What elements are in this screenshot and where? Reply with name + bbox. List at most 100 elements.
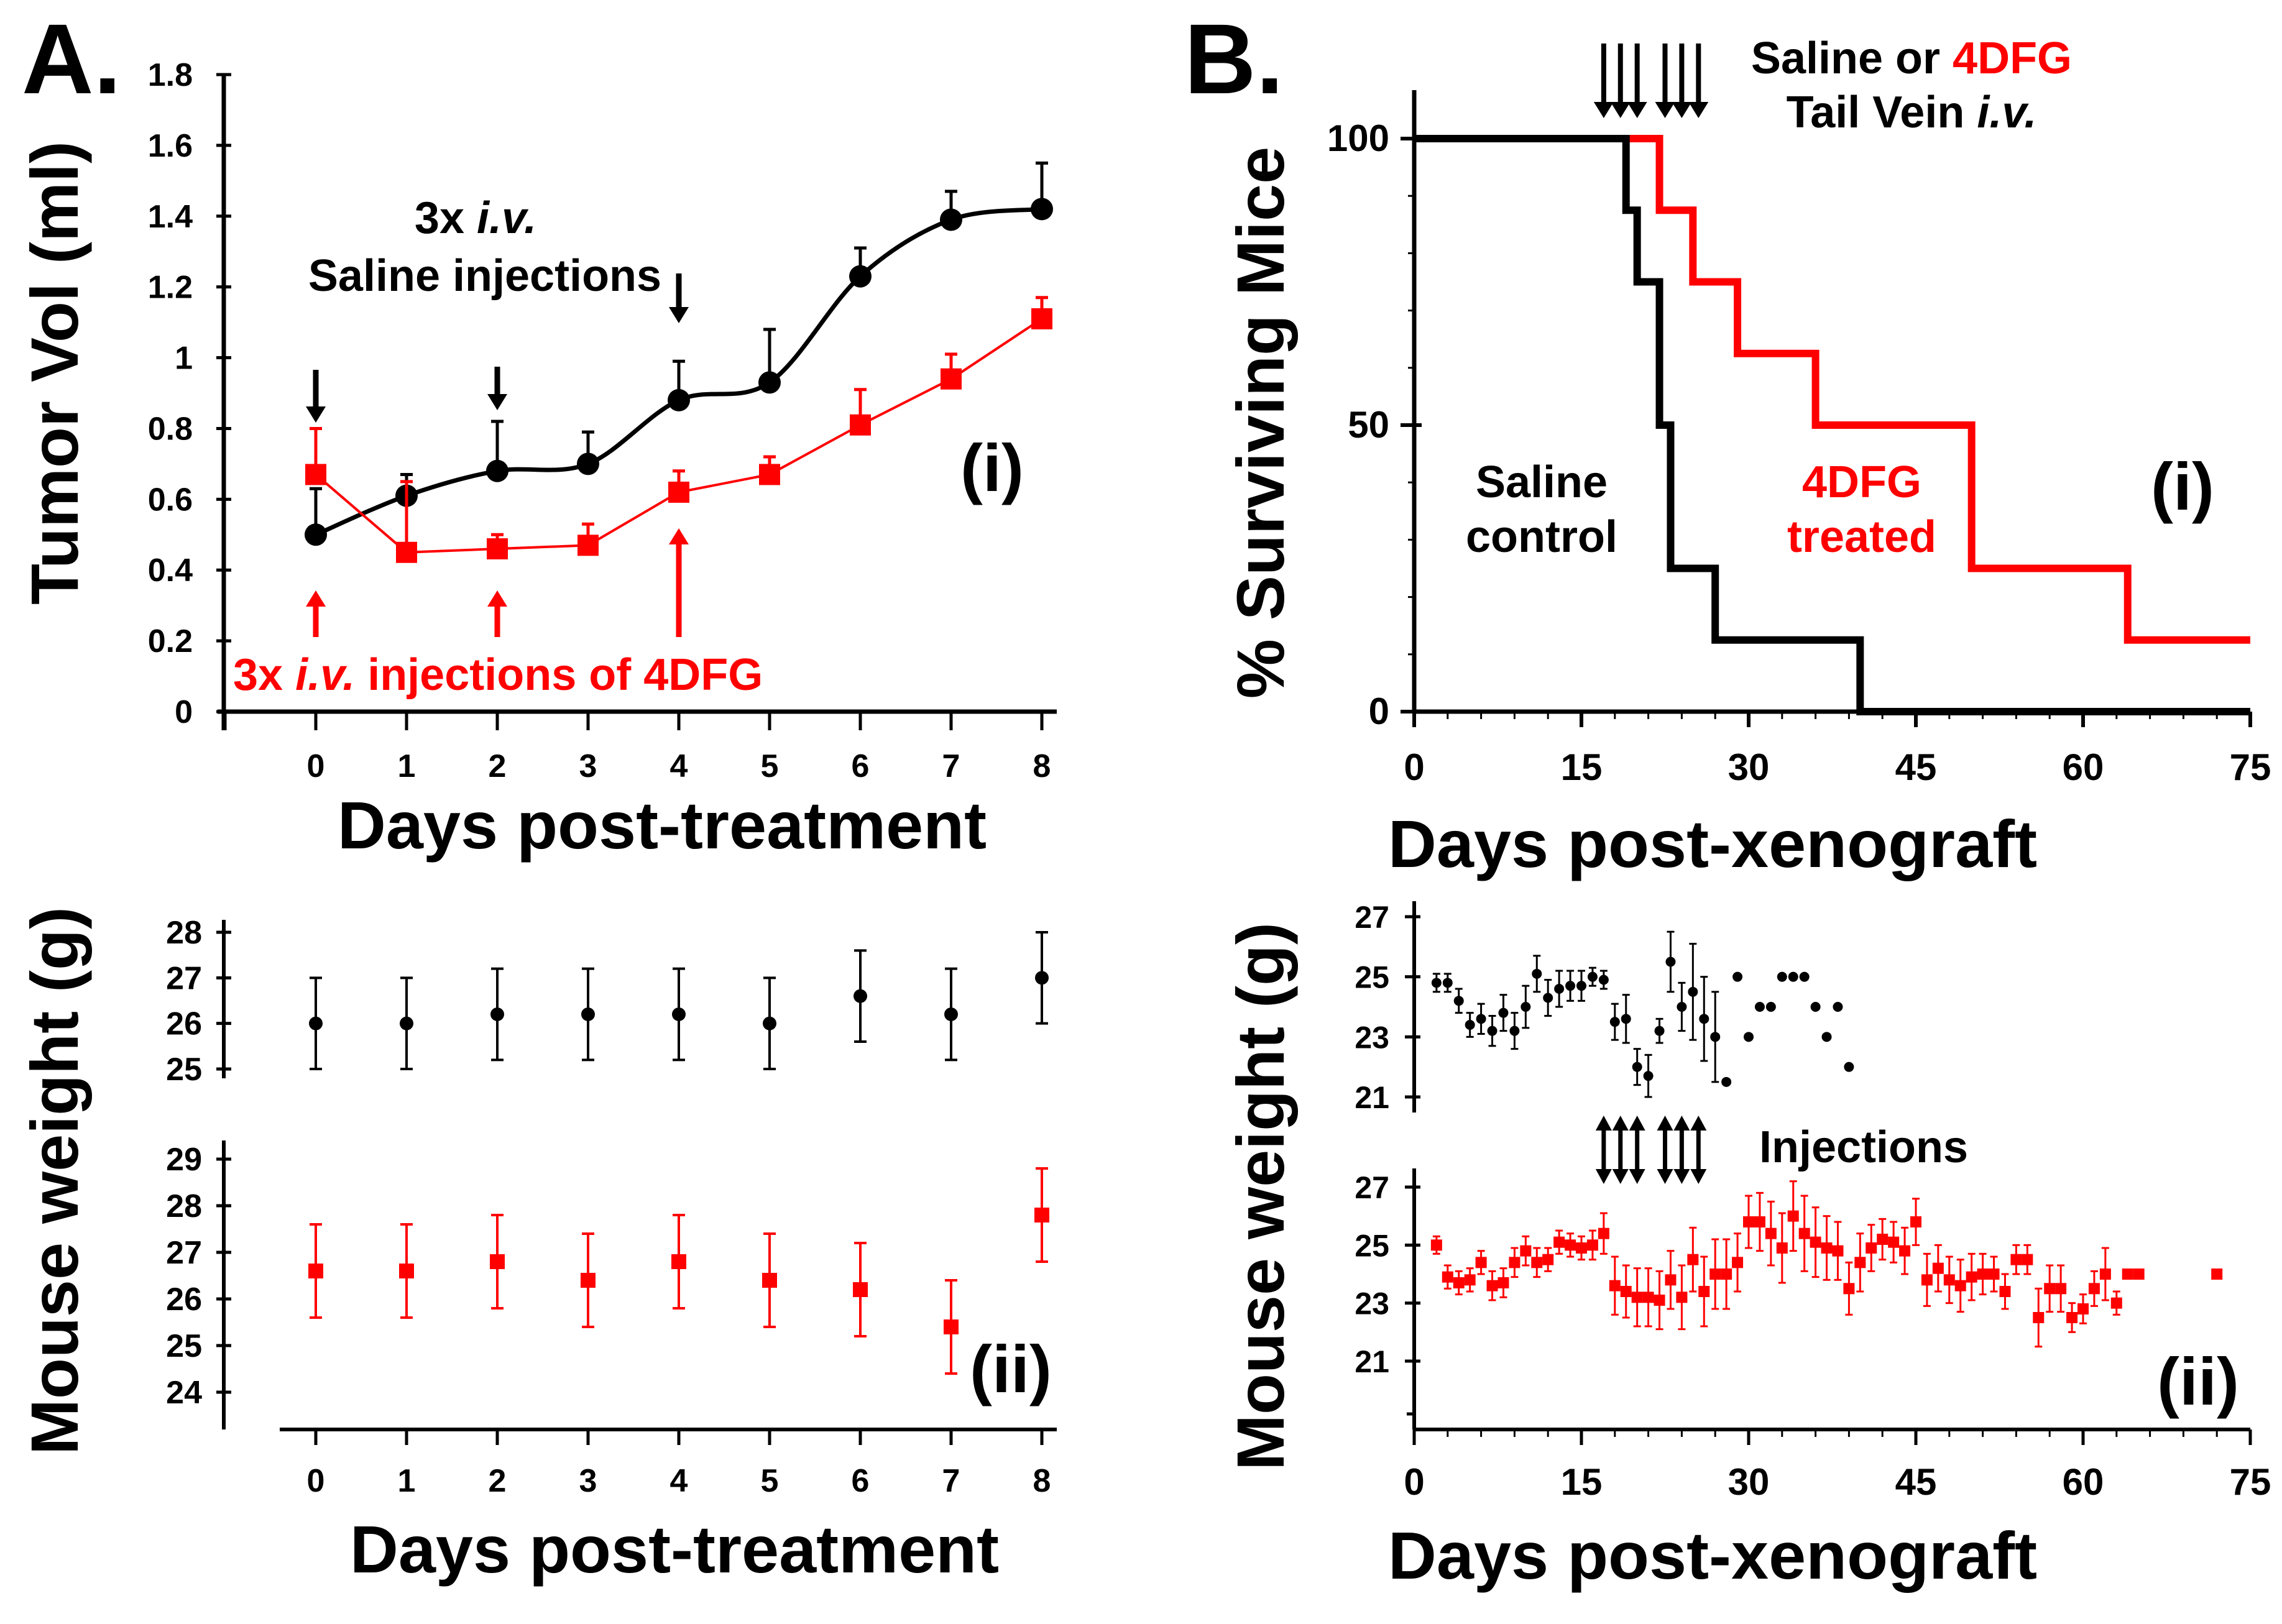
b-i-injection-arrow [1655, 44, 1675, 118]
b-ii-drug-point [1798, 1227, 1810, 1239]
panel-label-a: A. [22, 3, 121, 114]
b-i-injection-arrow [1688, 44, 1709, 118]
b-ii-drug-point [1999, 1286, 2011, 1297]
b-i-injection-arrow-head [1593, 102, 1614, 118]
a-ii-top-y-tick-label: 26 [166, 1006, 202, 1042]
b-ii-injection-arrow-head-up [1595, 1116, 1612, 1131]
b-i-injection-arrow [1672, 44, 1692, 118]
b-ii-panel-tag: (ii) [2157, 1344, 2239, 1419]
b-ii-drug-point [1765, 1227, 1777, 1239]
b-i-y-tick-label: 50 [1348, 404, 1389, 446]
a-ii-bottom-y-tick-label: 28 [166, 1188, 202, 1224]
b-ii-drug-point [2211, 1268, 2223, 1280]
b-i-x-tick-label: 45 [1895, 746, 1937, 788]
a-i-saline-point [1031, 198, 1053, 221]
a-i-saline-injection-arrow [487, 367, 507, 410]
a-i-drug-injection-arrow [306, 590, 326, 637]
b-ii-saline-point [1509, 1025, 1520, 1036]
b-ii-x-tick-label: 0 [1404, 1461, 1424, 1503]
b-i-drug-survival-curve [1414, 135, 2250, 644]
b-i-x-tick-label: 30 [1728, 746, 1770, 788]
b-ii-saline-point [1632, 1062, 1642, 1072]
b-ii-saline-point [1476, 1014, 1486, 1024]
b-ii-injection-arrow-head-down [1595, 1169, 1612, 1184]
b-i-saline-label-1: Saline [1476, 457, 1608, 507]
b-ii-drug-point [1509, 1257, 1521, 1268]
a-i-drug-injection-arrow-head [487, 590, 507, 607]
b-ii-bottom-y-tick-label: 25 [1355, 1228, 1389, 1263]
b-ii-saline-point [1710, 1032, 1721, 1042]
a-i-drug-injection-arrow-head [306, 590, 326, 607]
b-i-x-tick-label: 75 [2230, 746, 2271, 788]
b-ii-drug-point [1586, 1239, 1598, 1251]
b-i-panel-tag: (i) [2151, 449, 2214, 524]
b-ii-drug-point [2010, 1254, 2022, 1265]
b-ii-drug-point [1977, 1268, 1989, 1280]
b-ii-drug-point [1888, 1236, 1900, 1248]
b-ii-saline-point [1699, 1014, 1709, 1024]
b-ii-saline-point [1609, 1017, 1620, 1027]
a-i-drug-annotation: 3x i.v. injections of 4DFG [233, 650, 763, 700]
b-i-drug-label-2: treated [1787, 512, 1936, 562]
a-i-saline-injection-arrow-head [306, 406, 326, 423]
b-ii-drug-point [1899, 1245, 1911, 1257]
b-i-y-tick-label: 100 [1327, 117, 1389, 159]
b-ii-drug-point [1910, 1216, 1921, 1227]
a-ii-drug-point [308, 1264, 323, 1278]
a-i-ylabel: Tumor Vol (ml) [17, 141, 92, 605]
b-ii-saline-point [1833, 1002, 1843, 1012]
a-ii-bottom-y-tick-label: 27 [166, 1235, 202, 1271]
b-ii-drug-point [1631, 1291, 1643, 1303]
a-ii-saline-point [672, 1007, 686, 1021]
b-ii-saline-point [1442, 978, 1453, 988]
b-ii-saline-point [1744, 1032, 1754, 1042]
b-ii-drug-point [1732, 1257, 1744, 1268]
b-ii-top-y-tick-label: 25 [1355, 960, 1389, 995]
a-i-y-tick-label: 1.4 [148, 199, 193, 235]
b-i-injection-arrow-head [1655, 102, 1675, 118]
a-ii-drug-point [581, 1273, 596, 1288]
b-ii-x-tick-label: 60 [2063, 1461, 2104, 1503]
b-ii-saline-point [1465, 1020, 1475, 1030]
a-ii-drug-point [1034, 1208, 1049, 1223]
b-ii-injection-arrow-head-down [1690, 1169, 1707, 1184]
a-i-xlabel: Days post-treatment [338, 787, 987, 863]
b-ii-injection-arrow-head-down [1673, 1169, 1690, 1184]
a-i-drug-injection-arrow [487, 590, 507, 637]
b-ii-drug-point [1676, 1291, 1688, 1303]
a-ii-x-tick-label: 2 [489, 1463, 507, 1499]
b-i-x-tick-label: 15 [1561, 746, 1603, 788]
b-ii-saline-point [1532, 968, 1542, 979]
b-ii-saline-point [1643, 1071, 1654, 1081]
b-ii-injection-arrow [1657, 1116, 1673, 1184]
b-ii-drug-point [1620, 1286, 1632, 1297]
b-ii-saline-point [1665, 957, 1676, 967]
b-ii-drug-point [1642, 1291, 1654, 1303]
b-ii-saline-point [1754, 1002, 1765, 1012]
b-ii-drug-point [1520, 1245, 1532, 1257]
a-i-drug-injection-arrow-head [669, 528, 689, 544]
b-ii-drug-point [1654, 1295, 1665, 1306]
b-ii-drug-point [2122, 1268, 2133, 1280]
b-i-drug-label-1: 4DFG [1802, 457, 1921, 507]
b-ii-saline-point [1654, 1025, 1665, 1036]
b-ii-drug-point [1921, 1274, 1933, 1286]
a-i-drug-point [668, 481, 689, 503]
b-i-injection-arrow-head [1672, 102, 1692, 118]
b-ii-injections-label: Injections [1759, 1122, 1968, 1172]
a-ii-top-y-tick-label: 25 [166, 1052, 202, 1088]
a-i-saline-annotation-line1: 3x i.v. [415, 193, 536, 243]
a-i-saline-point [577, 452, 599, 475]
b-ii-drug-point [1442, 1271, 1453, 1283]
b-ii-ylabel: Mouse weight (g) [1223, 922, 1298, 1470]
b-ii-bottom-y-tick-label: 21 [1355, 1344, 1389, 1379]
a-i-x-tick-label: 6 [852, 748, 870, 784]
b-ii-saline-point [1821, 1032, 1832, 1042]
b-ii-injection-arrow-head-up [1690, 1116, 1707, 1131]
a-i-x-tick-label: 0 [307, 748, 325, 784]
b-ii-drug-point [1832, 1245, 1844, 1257]
b-ii-drug-point [1464, 1274, 1476, 1286]
b-ii-saline-point [1844, 1062, 1854, 1072]
b-ii-injection-arrow [1629, 1116, 1645, 1184]
a-i-drug-point [577, 534, 599, 556]
